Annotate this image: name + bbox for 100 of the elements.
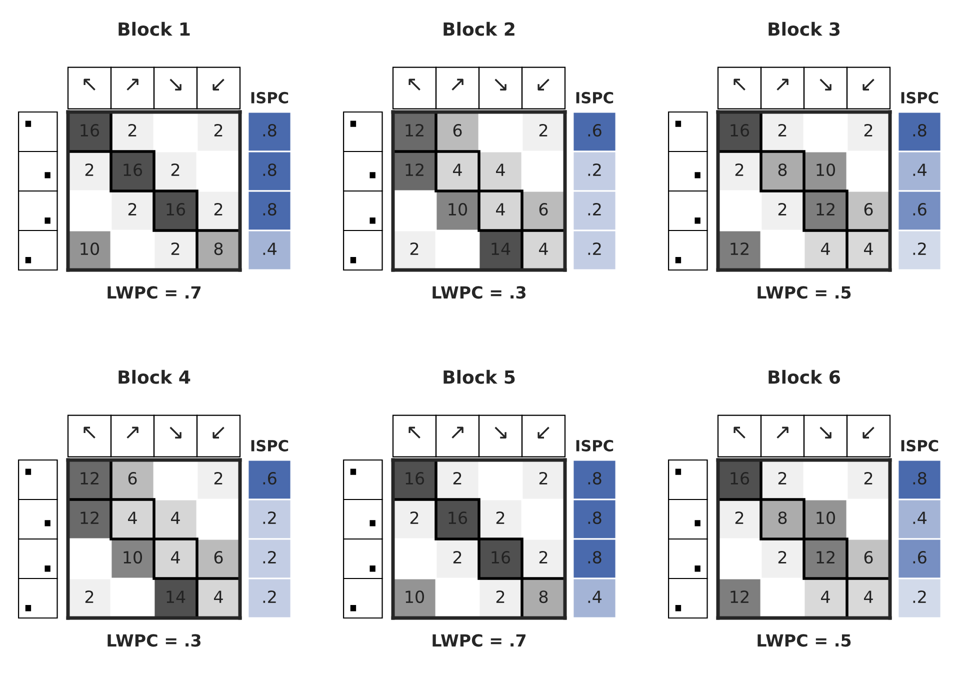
data-label: 12 <box>406 163 424 176</box>
data-label: 12 <box>816 202 834 216</box>
data-label: 12 <box>80 472 98 484</box>
data-label: 6 <box>539 202 548 216</box>
chart-title: Block 5 <box>444 370 515 384</box>
data-label: 2 <box>214 202 222 216</box>
x-tick-label: ISPC <box>901 440 938 452</box>
x-tick-label: ↙ <box>862 426 874 438</box>
data-label: 2 <box>864 124 872 136</box>
data-label: 2 <box>864 472 872 484</box>
data-label: .8 <box>588 550 602 564</box>
data-label: 2 <box>539 550 548 564</box>
chart-title: Block 2 <box>444 22 514 36</box>
x-tick-label: ↖ <box>408 426 420 438</box>
x-tick-label: ↙ <box>212 426 224 438</box>
data-label: .2 <box>588 202 601 216</box>
data-label: 4 <box>496 203 505 216</box>
data-label: .8 <box>588 511 602 524</box>
text: LWPC = .7 <box>108 286 201 299</box>
x-tick-label: ↖ <box>84 78 96 90</box>
data-label: .8 <box>588 472 602 485</box>
data-label: .8 <box>913 124 926 137</box>
data-label: 4 <box>128 512 137 524</box>
data-label: 2 <box>778 472 786 484</box>
text: LWPC = .5 <box>758 634 851 647</box>
data-label: 10 <box>80 242 99 256</box>
x-tick-label: ↘ <box>170 78 182 90</box>
x-tick-label: ↖ <box>734 426 746 438</box>
data-label: .4 <box>913 512 927 524</box>
data-label: 8 <box>778 511 787 524</box>
data-label: 12 <box>730 590 748 603</box>
x-tick-label: ↗ <box>452 78 464 90</box>
data-label: .4 <box>263 242 277 255</box>
text: LWPC = .3 <box>432 286 526 299</box>
data-label: .6 <box>913 550 926 564</box>
data-label: 4 <box>864 242 873 255</box>
text: LWPC = .5 <box>758 286 851 299</box>
data-label: 2 <box>214 124 222 136</box>
data-label: 10 <box>124 550 142 564</box>
x-tick-label: ↖ <box>408 78 420 90</box>
data-label: 12 <box>730 242 748 255</box>
data-label: 2 <box>128 124 136 136</box>
data-label: 2 <box>128 202 136 216</box>
data-label: 2 <box>735 163 744 176</box>
data-label: 12 <box>816 550 834 564</box>
x-tick-label: ↘ <box>820 426 832 438</box>
data-label: 4 <box>171 551 180 564</box>
data-label: 2 <box>171 163 180 176</box>
data-label: 2 <box>85 163 94 176</box>
data-label: 2 <box>735 511 744 524</box>
x-tick-label: ↙ <box>538 78 550 90</box>
chart-title: Block 4 <box>118 370 190 384</box>
x-tick-label: ISPC <box>251 92 288 104</box>
data-label: .2 <box>913 242 926 255</box>
data-label: 4 <box>214 590 223 603</box>
x-tick-label: ↗ <box>452 426 464 438</box>
data-label: 4 <box>864 590 873 603</box>
data-label: 2 <box>778 202 786 216</box>
x-tick-label: ↘ <box>820 78 832 90</box>
x-tick-label: ISPC <box>901 92 938 104</box>
x-tick-label: ISPC <box>576 92 614 104</box>
data-label: 2 <box>496 511 504 524</box>
data-label: 12 <box>406 124 424 136</box>
data-label: 2 <box>778 550 786 564</box>
x-tick-label: ↘ <box>494 426 506 438</box>
data-label: 4 <box>453 164 462 176</box>
data-label: .8 <box>913 472 926 485</box>
data-label: .6 <box>263 472 276 485</box>
data-label: 4 <box>496 164 505 176</box>
x-tick-label: ↗ <box>776 426 788 438</box>
data-label: 2 <box>410 242 418 255</box>
data-label: .2 <box>263 550 276 564</box>
x-tick-label: ↙ <box>538 426 550 438</box>
x-tick-label: ↗ <box>126 78 138 90</box>
data-label: .4 <box>913 164 927 176</box>
data-label: .8 <box>263 163 276 176</box>
data-label: .4 <box>588 590 602 603</box>
data-label: 2 <box>496 590 504 603</box>
data-label: .2 <box>588 242 601 255</box>
data-label: 10 <box>448 202 467 216</box>
x-tick-label: ↘ <box>170 426 182 438</box>
text: LWPC = .7 <box>432 634 526 647</box>
text: LWPC = .3 <box>108 634 201 647</box>
x-tick-label: ↖ <box>734 78 746 90</box>
chart-title: Block 1 <box>118 22 190 36</box>
chart-title: Block 6 <box>768 370 840 384</box>
data-label: 10 <box>816 163 835 176</box>
x-tick-label: ↙ <box>862 78 874 90</box>
data-label: 6 <box>128 472 137 485</box>
data-label: 4 <box>539 242 548 255</box>
data-label: .8 <box>263 124 276 137</box>
data-label: 8 <box>539 590 548 604</box>
data-label: .6 <box>588 124 602 137</box>
data-label: 2 <box>539 472 548 484</box>
data-label: 2 <box>453 472 462 484</box>
data-label: .2 <box>263 511 276 524</box>
data-label: 6 <box>453 124 462 137</box>
x-tick-label: ↗ <box>126 426 138 438</box>
data-label: 8 <box>778 163 787 176</box>
chart-title: Block 3 <box>768 22 840 36</box>
